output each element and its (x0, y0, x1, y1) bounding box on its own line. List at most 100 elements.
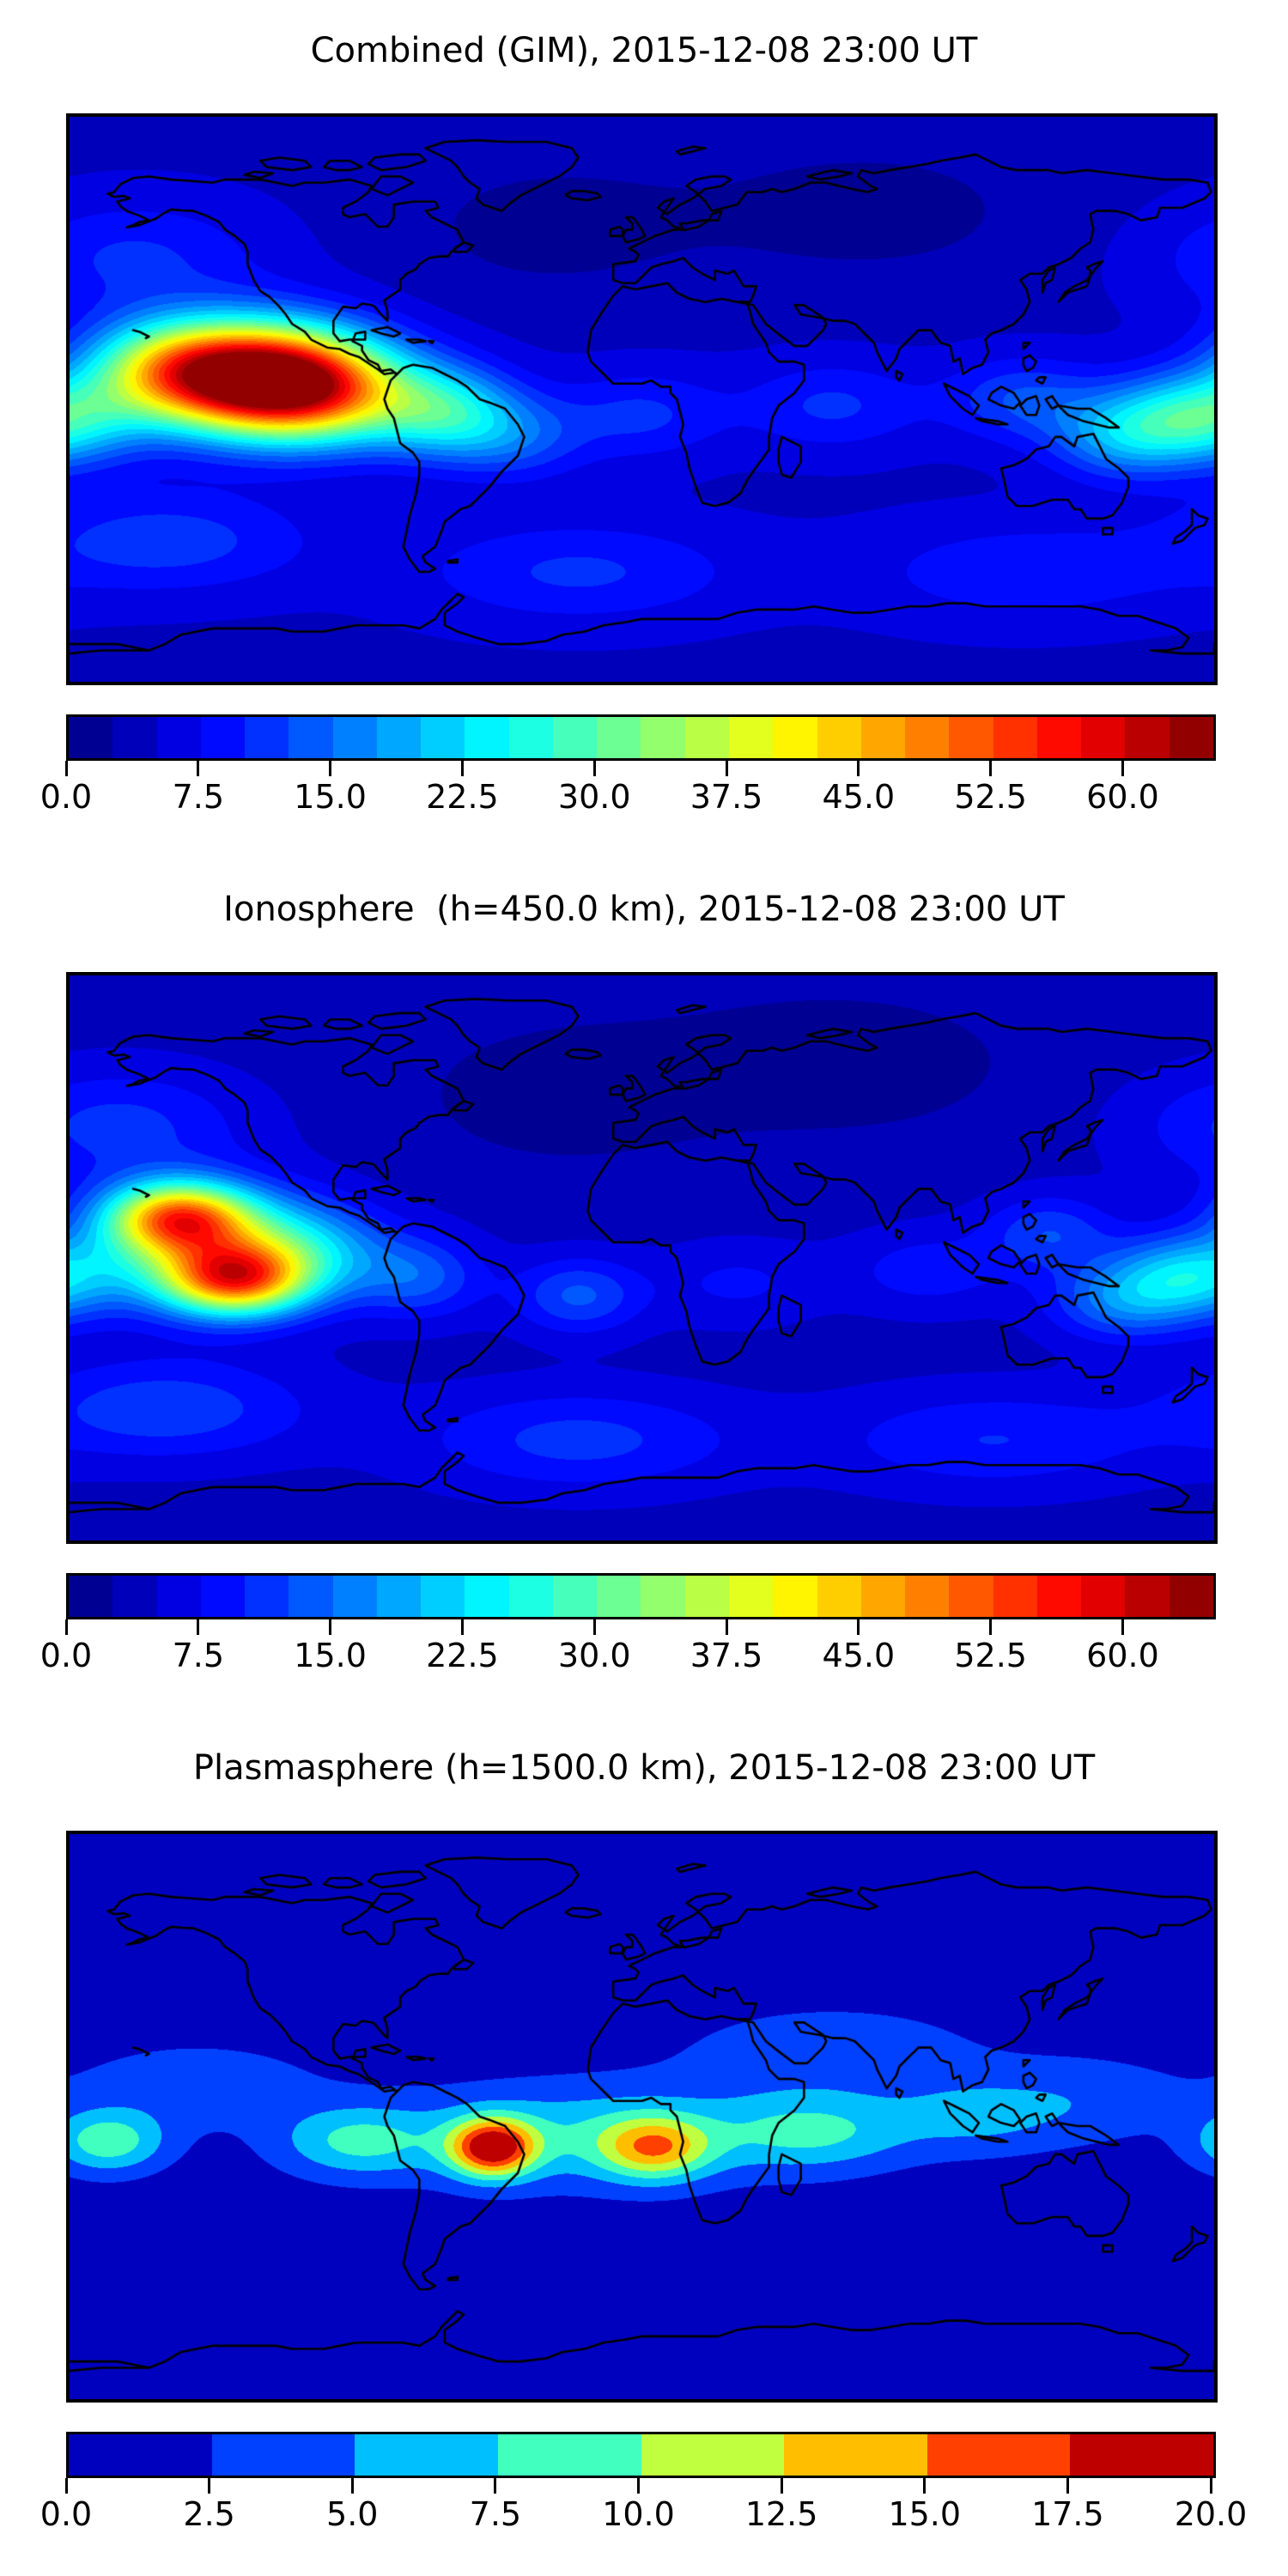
colorbar-tick-label: 0.0 (39, 778, 93, 816)
colorbar-band (728, 1576, 774, 1617)
colorbar-tick-label: 45.0 (822, 1637, 896, 1674)
colorbar-band (289, 1576, 333, 1617)
colorbar-tick (1121, 761, 1124, 776)
colorbar-band (684, 717, 729, 758)
colorbar-band (156, 717, 201, 758)
colorbar-tick-label: 17.5 (1031, 2495, 1104, 2533)
map-plasmasphere (66, 1831, 1218, 2403)
colorbar-band (993, 717, 1037, 758)
map-ionosphere (66, 972, 1218, 1544)
colorbar-band (641, 2434, 785, 2476)
colorbar-tick (857, 1619, 860, 1635)
colorbar-tick-label: 60.0 (1086, 778, 1159, 816)
colorbar-band (508, 1576, 553, 1617)
colorbar-tick-label: 52.5 (954, 1637, 1027, 1674)
colorbar-band (332, 1576, 377, 1617)
colorbar-tick-label: 37.5 (690, 1637, 763, 1674)
colorbar-band (112, 717, 157, 758)
colorbar-band (905, 1576, 950, 1617)
colorbar-tick (989, 761, 993, 776)
colorbar-band (156, 1576, 201, 1617)
colorbar-band (465, 1576, 509, 1617)
colorbar-tick (197, 1619, 200, 1635)
map-combined-gim (66, 113, 1218, 685)
colorbar-ionosphere: 0.0 7.5 15.0 22.5 30.0 37.5 45.0 52.5 60.0 (40, 1573, 1216, 1678)
map-canvas-combined-gim (70, 117, 1214, 682)
colorbar-tick-label: 30.0 (557, 1637, 631, 1674)
colorbar-band (993, 1576, 1037, 1617)
colorbar-band (773, 717, 817, 758)
colorbar-band (552, 717, 598, 758)
panel-title-combined-gim: Combined (GIM), 2015-12-08 23:00 UT (310, 31, 978, 70)
colorbar-tick (208, 2478, 211, 2494)
colorbar-tick (637, 2478, 640, 2494)
colorbar-labels-combined-gim: 0.0 7.5 15.0 22.5 30.0 37.5 45.0 52.5 60.0 (40, 778, 1213, 819)
colorbar-tick (857, 761, 860, 776)
map-canvas-ionosphere (70, 975, 1214, 1540)
colorbar-tick (460, 761, 464, 776)
colorbar-band (376, 717, 422, 758)
colorbar-band (817, 1576, 861, 1617)
colorbar-band (497, 2434, 641, 2476)
colorbar-tick (1121, 1619, 1124, 1635)
colorbar-band (69, 717, 113, 758)
colorbar-tick-label: 2.5 (183, 2495, 235, 2533)
colorbar-band (860, 717, 906, 758)
colorbar-gradient-combined-gim (66, 714, 1216, 761)
colorbar-band (1125, 1576, 1170, 1617)
colorbar-band (784, 2434, 927, 2476)
colorbar-tick-label: 22.5 (426, 778, 499, 816)
colorbar-ticks-combined-gim (64, 761, 1213, 778)
colorbar-band (1081, 1576, 1126, 1617)
colorbar-band (421, 717, 465, 758)
colorbar-tick (350, 2478, 354, 2494)
colorbar-band (421, 1576, 465, 1617)
colorbar-band (1169, 1576, 1213, 1617)
colorbar-band (376, 1576, 422, 1617)
colorbar-tick-label: 37.5 (690, 778, 763, 816)
colorbar-tick-label: 0.0 (39, 1637, 93, 1674)
colorbar-tick-label: 45.0 (822, 778, 896, 816)
colorbar-tick-label: 60.0 (1086, 1637, 1159, 1674)
colorbar-band (245, 1576, 289, 1617)
colorbar-band (1125, 717, 1170, 758)
colorbar-band (465, 717, 509, 758)
colorbar-band (508, 717, 553, 758)
colorbar-tick-label: 15.0 (888, 2495, 962, 2533)
colorbar-tick (460, 1619, 464, 1635)
colorbar-band (773, 1576, 817, 1617)
colorbar-tick-label: 22.5 (426, 1637, 499, 1674)
colorbar-band (211, 2434, 355, 2476)
colorbar-band (69, 2434, 212, 2476)
colorbar-tick (329, 1619, 332, 1635)
colorbar-labels-ionosphere: 0.0 7.5 15.0 22.5 30.0 37.5 45.0 52.5 60.0 (40, 1637, 1213, 1678)
colorbar-tick-label: 10.0 (602, 2495, 675, 2533)
colorbar-band (1169, 717, 1213, 758)
colorbar-tick (197, 761, 200, 776)
colorbar-tick (725, 1619, 728, 1635)
colorbar-band (69, 1576, 113, 1617)
panel-title-plasmasphere: Plasmasphere (h=1500.0 km), 2015-12-08 2… (192, 1748, 1096, 1788)
colorbar-tick (780, 2478, 783, 2494)
colorbar-tick (725, 761, 728, 776)
colorbar-band (245, 717, 289, 758)
colorbar-plasmasphere: 0.0 2.5 5.0 7.5 10.0 12.5 15.0 17.5 20.0 (40, 2432, 1248, 2537)
colorbar-labels-plasmasphere: 0.0 2.5 5.0 7.5 10.0 12.5 15.0 17.5 20.0 (40, 2495, 1248, 2537)
colorbar-tick (989, 1619, 993, 1635)
colorbar-tick-label: 5.0 (326, 2495, 379, 2533)
colorbar-band (905, 717, 950, 758)
colorbar-tick (64, 2478, 68, 2494)
map-canvas-plasmasphere (70, 1834, 1214, 2399)
colorbar-tick (64, 1619, 68, 1635)
colorbar-band (332, 717, 377, 758)
colorbar-tick-label: 52.5 (954, 778, 1027, 816)
colorbar-tick-label: 7.5 (172, 778, 225, 816)
colorbar-band (927, 2434, 1071, 2476)
colorbar-tick-label: 20.0 (1174, 2495, 1248, 2533)
colorbar-tick (592, 1619, 596, 1635)
colorbar-band (949, 717, 993, 758)
colorbar-tick-label: 15.0 (294, 778, 367, 816)
colorbar-tick-label: 15.0 (294, 1637, 367, 1674)
colorbar-band (289, 717, 333, 758)
